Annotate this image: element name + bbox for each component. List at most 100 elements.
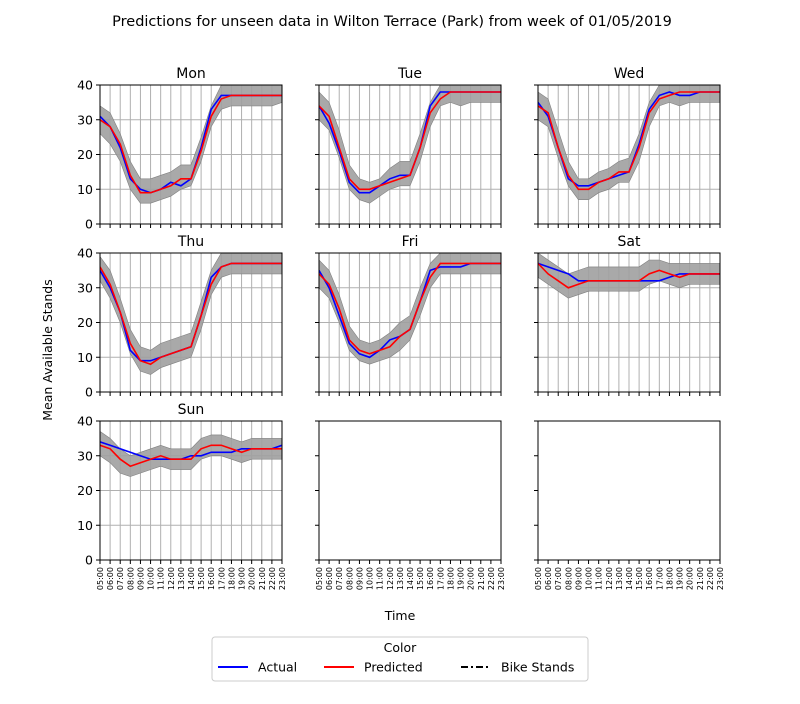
x-tick-label: 07:00 [335,567,344,590]
x-tick-label: 16:00 [426,567,435,590]
legend-title: Color [384,640,417,655]
x-tick-label: 06:00 [106,567,115,590]
x-tick-label: 20:00 [686,567,695,590]
y-tick-label: 0 [85,385,93,400]
y-tick-label: 20 [77,483,93,498]
x-tick-label: 17:00 [436,567,445,590]
x-tick-label: 22:00 [268,567,277,590]
y-tick-label: 0 [85,217,93,232]
x-tick-label: 12:00 [167,567,176,590]
panel-title: Thu [177,234,204,250]
panel-frame [318,420,502,561]
x-tick-label: 11:00 [157,567,166,590]
y-axis-label: Mean Available Stands [40,279,55,420]
predicted-series-line [319,262,501,355]
panel-title: Tue [397,66,422,82]
x-tick-label: 19:00 [238,567,247,590]
x-tick-label: 18:00 [227,567,236,590]
x-tick-label: 15:00 [416,567,425,590]
x-tick-label: 13:00 [177,567,186,590]
panel-fri: Fri [315,234,502,396]
panel-empty-8: 05:00 06:00 07:00 08:00 09:00 10:00 11:00 12:00… [534,420,725,590]
x-tick-label: 19:00 [676,567,685,590]
panel-frame [537,420,721,561]
x-tick-label: 12:00 [605,567,614,590]
confidence-band [538,253,720,299]
x-tick-label: 23:00 [278,567,287,590]
x-tick-label: 14:00 [625,567,634,590]
legend: Color Actual Predicted Bike Stands [211,636,589,682]
x-tick-label: 16:00 [207,567,216,590]
legend-label: Bike Stands [501,660,574,675]
y-tick-label: 0 [85,553,93,568]
y-tick-label: 20 [77,315,93,330]
y-tick-label: 20 [77,147,93,162]
x-tick-label: 23:00 [497,567,506,590]
panel-title: Fri [402,234,419,250]
x-tick-label: 15:00 [197,567,206,590]
x-tick-label: 17:00 [217,567,226,590]
x-tick-label: 15:00 [635,567,644,590]
x-tick-label: 05:00 [96,567,105,590]
x-tick-label: 14:00 [406,567,415,590]
panel-wed: Wed [534,66,721,228]
x-tick-label: 08:00 [126,567,135,590]
x-tick-label: 22:00 [487,567,496,590]
x-tick-label: 11:00 [376,567,385,590]
panel-title: Sun [178,402,205,418]
legend-frame [211,636,589,682]
x-tick-label: 13:00 [615,567,624,590]
x-tick-label: 19:00 [457,567,466,590]
y-tick-label: 30 [77,448,93,463]
y-tick-label: 10 [77,182,93,197]
x-tick-label: 17:00 [655,567,664,590]
x-tick-label: 08:00 [564,567,573,590]
x-tick-label: 21:00 [477,567,486,590]
panel-thu: Thu 0 10 20 30 40 [77,234,283,400]
x-tick-label: 18:00 [446,567,455,590]
confidence-band [319,85,501,204]
panel-empty-7: 05:00 06:00 07:00 08:00 09:00 10:00 11:00 12:00… [315,420,506,590]
x-tick-label: 22:00 [706,567,715,590]
confidence-band [538,85,720,200]
predicted-series-line [538,91,720,191]
confidence-band [100,253,282,375]
x-tick-label: 13:00 [396,567,405,590]
x-tick-label: 06:00 [544,567,553,590]
predicted-series-line [100,94,282,194]
x-tick-label: 06:00 [325,567,334,590]
x-tick-label: 08:00 [345,567,354,590]
predicted-series-line [538,262,720,289]
x-tick-label: 23:00 [716,567,725,590]
x-tick-label: 12:00 [386,567,395,590]
panel-mon: Mon 0 10 20 30 40 [77,66,283,232]
confidence-band [100,431,282,477]
x-tick-label: 11:00 [595,567,604,590]
x-tick-label: 09:00 [136,567,145,590]
y-tick-label: 40 [77,78,93,93]
x-axis-label: Time [384,608,416,623]
y-tick-label: 30 [77,280,93,295]
panels-group: Mon 0 10 20 30 40 Tue Wed Thu 0 10 20 30 40 Fri Sat Sun 0… [77,66,725,590]
predicted-series-line [100,444,282,468]
x-tick-label: 21:00 [258,567,267,590]
y-tick-label: 10 [77,350,93,365]
panel-title: Mon [176,66,206,82]
panel-title: Sat [618,234,641,250]
legend-label: Actual [258,660,297,675]
x-tick-label: 21:00 [696,567,705,590]
predicted-series-line [319,91,501,191]
x-tick-label: 20:00 [248,567,257,590]
x-tick-label: 10:00 [147,567,156,590]
x-tick-label: 18:00 [665,567,674,590]
x-tick-label: 14:00 [187,567,196,590]
legend-entries: Actual Predicted Bike Stands [218,660,574,675]
x-tick-label: 05:00 [315,567,324,590]
predicted-series-line [100,262,282,366]
x-tick-label: 10:00 [366,567,375,590]
panel-sat: Sat [534,234,721,396]
x-tick-label: 09:00 [355,567,364,590]
x-tick-label: 09:00 [574,567,583,590]
x-tick-label: 16:00 [645,567,654,590]
